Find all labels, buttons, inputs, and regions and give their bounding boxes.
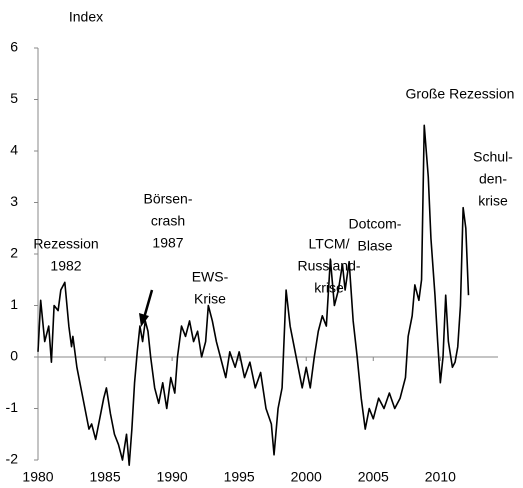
y-tick-label: 6 xyxy=(10,39,18,55)
annotation: Schul- xyxy=(473,149,513,165)
annotation: krise xyxy=(314,280,344,296)
x-tick-label: 2005 xyxy=(358,469,389,485)
x-tick-label: 2010 xyxy=(425,469,456,485)
annotation: 1987 xyxy=(152,235,183,251)
y-tick-label: 0 xyxy=(10,348,18,364)
annotation: LTCM/ xyxy=(309,236,350,252)
y-tick-label: 1 xyxy=(10,296,18,312)
annotation: krise xyxy=(478,193,508,209)
y-tick-label: 4 xyxy=(10,142,18,158)
data-line xyxy=(37,124,470,466)
x-tick-label: 1980 xyxy=(22,469,53,485)
annotation: Große Rezession xyxy=(406,86,515,102)
annotation: Börsen- xyxy=(143,191,192,207)
x-tick-label: 1995 xyxy=(224,469,255,485)
annotation-arrow xyxy=(142,289,154,319)
y-tick-label: 3 xyxy=(10,193,18,209)
x-tick-label: 2000 xyxy=(291,469,322,485)
y-tick-label: 2 xyxy=(10,245,18,261)
y-axis-label: Index xyxy=(69,9,103,25)
annotation: Dotcom- xyxy=(349,216,402,232)
annotation: crash xyxy=(151,213,185,229)
annotation: Blase xyxy=(357,238,392,254)
y-tick-label: -2 xyxy=(6,451,19,467)
y-tick-label: -1 xyxy=(6,399,19,415)
annotation: EWS- xyxy=(192,269,229,285)
annotation: Russland- xyxy=(297,258,360,274)
annotation: Rezession xyxy=(33,236,98,252)
x-tick-label: 1990 xyxy=(157,469,188,485)
y-tick-label: 5 xyxy=(10,90,18,106)
annotation: den- xyxy=(479,171,507,187)
annotation: Krise xyxy=(194,291,226,307)
annotation-arrowhead xyxy=(139,313,149,327)
annotation: 1982 xyxy=(50,258,81,274)
x-tick-label: 1985 xyxy=(89,469,120,485)
